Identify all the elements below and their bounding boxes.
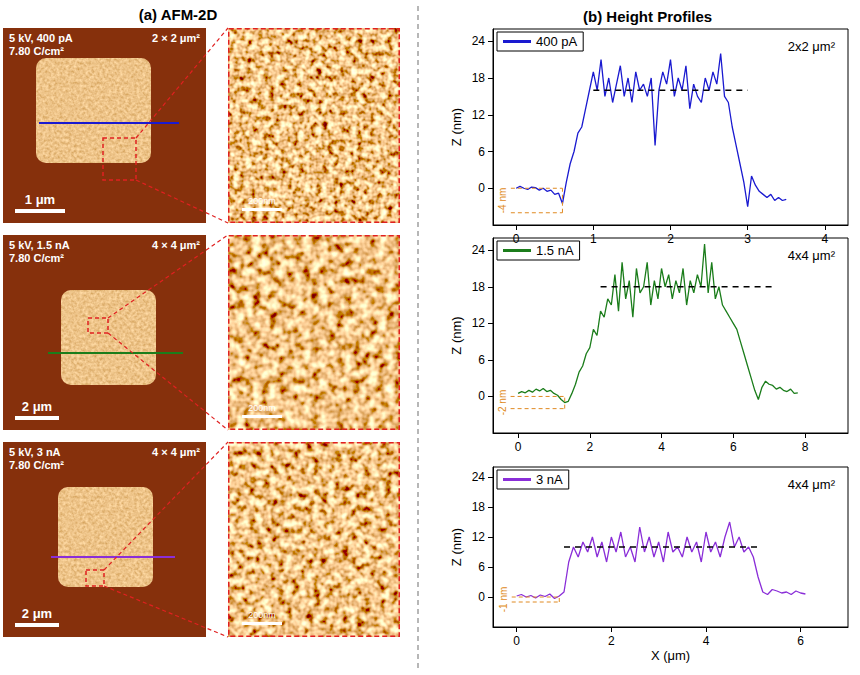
svg-text:X (μm): X (μm): [651, 648, 690, 663]
svg-text:3: 3: [744, 232, 751, 246]
svg-text:(a) AFM-2D: (a) AFM-2D: [139, 6, 218, 23]
svg-text:4x4 μm²: 4x4 μm²: [788, 248, 836, 263]
svg-text:0: 0: [512, 232, 520, 246]
svg-text:(b) Height Profiles: (b) Height Profiles: [583, 8, 712, 25]
svg-text:400 pA: 400 pA: [536, 34, 578, 49]
svg-text:24: 24: [472, 243, 486, 257]
svg-text:200nm: 200nm: [248, 403, 276, 413]
svg-text:4: 4: [822, 232, 829, 246]
svg-text:200nm: 200nm: [248, 610, 276, 620]
svg-text:-4 nm: -4 nm: [497, 188, 508, 214]
svg-text:Z (nm): Z (nm): [449, 528, 464, 566]
svg-text:6: 6: [478, 560, 485, 574]
svg-text:2 μm: 2 μm: [22, 606, 52, 621]
svg-text:1.5 nA: 1.5 nA: [536, 243, 574, 258]
svg-text:-2 nm: -2 nm: [497, 390, 508, 416]
svg-text:4 × 4 μm²: 4 × 4 μm²: [152, 239, 200, 251]
svg-text:4 × 4 μm²: 4 × 4 μm²: [152, 446, 200, 458]
svg-text:7.80 C/cm²: 7.80 C/cm²: [9, 459, 64, 471]
svg-text:6: 6: [797, 634, 804, 648]
svg-text:5 kV, 400 pA: 5 kV, 400 pA: [9, 32, 73, 44]
svg-text:0: 0: [478, 590, 485, 604]
svg-text:0: 0: [515, 440, 522, 454]
svg-text:18: 18: [472, 280, 486, 294]
svg-text:24: 24: [472, 470, 486, 484]
svg-text:4: 4: [703, 634, 710, 648]
svg-text:0: 0: [513, 634, 520, 648]
svg-text:4x4 μm²: 4x4 μm²: [788, 477, 836, 492]
svg-text:2x2 μm²: 2x2 μm²: [788, 39, 836, 54]
svg-text:4: 4: [658, 440, 665, 454]
svg-text:Z (nm): Z (nm): [449, 108, 464, 146]
svg-text:1: 1: [590, 232, 597, 246]
svg-text:7.80 C/cm²: 7.80 C/cm²: [9, 45, 64, 57]
svg-text:8: 8: [802, 440, 809, 454]
svg-text:12: 12: [472, 316, 486, 330]
svg-text:200nm: 200nm: [248, 196, 276, 206]
svg-text:0: 0: [478, 389, 485, 403]
svg-text:3 nA: 3 nA: [536, 472, 563, 487]
svg-text:7.80 C/cm²: 7.80 C/cm²: [9, 252, 64, 264]
svg-text:5 kV, 3 nA: 5 kV, 3 nA: [9, 446, 61, 458]
svg-text:6: 6: [478, 353, 485, 367]
svg-text:2: 2: [667, 232, 674, 246]
svg-text:6: 6: [730, 440, 737, 454]
svg-text:24: 24: [472, 34, 486, 48]
svg-text:0: 0: [478, 181, 485, 195]
svg-text:1 μm: 1 μm: [25, 192, 55, 207]
svg-text:2: 2: [586, 440, 593, 454]
svg-text:Z (nm): Z (nm): [449, 316, 464, 354]
svg-text:5 kV, 1.5 nA: 5 kV, 1.5 nA: [9, 239, 70, 251]
svg-text:2: 2: [608, 634, 615, 648]
svg-text:12: 12: [472, 530, 486, 544]
svg-text:-1 nm: -1 nm: [498, 587, 509, 613]
svg-text:12: 12: [472, 108, 486, 122]
svg-text:6: 6: [478, 145, 485, 159]
svg-text:18: 18: [472, 500, 486, 514]
svg-text:2 × 2 μm²: 2 × 2 μm²: [152, 32, 200, 44]
svg-text:2 μm: 2 μm: [22, 399, 52, 414]
svg-text:18: 18: [472, 71, 486, 85]
